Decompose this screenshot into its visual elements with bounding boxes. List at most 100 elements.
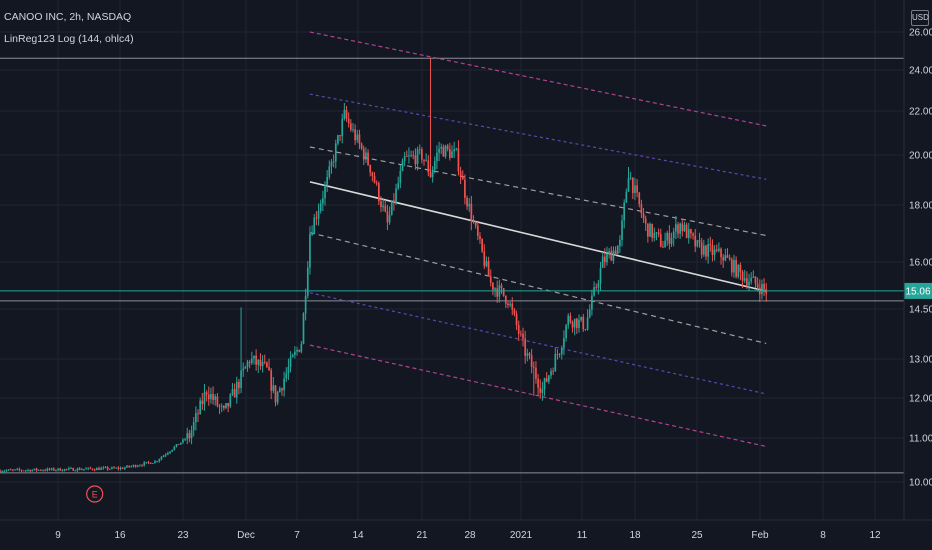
- candle-body: [612, 250, 615, 261]
- currency-badge[interactable]: USD: [911, 10, 929, 26]
- candle-body: [80, 469, 83, 471]
- candle-body: [287, 366, 290, 374]
- candle-body: [339, 135, 341, 137]
- candle-body: [408, 155, 410, 157]
- candle-body: [248, 361, 251, 363]
- time-axis-label: 16: [114, 530, 126, 541]
- candle-body: [278, 388, 281, 393]
- candle-body: [341, 118, 344, 137]
- candle-body: [724, 255, 727, 261]
- candle-body: [461, 176, 464, 180]
- candle-body: [322, 198, 324, 204]
- candle-body: [728, 257, 731, 260]
- candle-body: [259, 359, 262, 367]
- candle-body: [748, 281, 750, 286]
- candle-body: [156, 461, 158, 462]
- candle-body: [309, 234, 311, 268]
- candle-body: [474, 222, 477, 226]
- time-axis-label: 14: [352, 530, 364, 541]
- candle-body: [634, 185, 636, 194]
- candle-body: [702, 245, 705, 255]
- candle-body: [629, 177, 632, 179]
- candle-body: [401, 160, 404, 172]
- candle-body: [304, 295, 307, 314]
- candle-body: [328, 166, 331, 178]
- candle-body: [61, 470, 64, 472]
- candle-body: [750, 277, 753, 282]
- candle-body: [352, 129, 354, 131]
- candle-body: [580, 317, 582, 320]
- candle-body: [121, 467, 124, 469]
- candle-body: [343, 109, 346, 119]
- candle-body: [520, 333, 522, 335]
- candle-body: [631, 177, 634, 194]
- time-axis-label: Feb: [751, 530, 769, 541]
- candle-body: [528, 353, 531, 356]
- candle-body: [623, 202, 626, 221]
- candle-body: [647, 223, 649, 237]
- candle-body: [530, 355, 533, 367]
- candle-body: [136, 465, 139, 467]
- time-axis-label: 7: [294, 530, 300, 541]
- candle-body: [560, 347, 563, 354]
- candle-body: [24, 470, 27, 472]
- candle-body: [550, 370, 552, 376]
- candle-body: [31, 469, 34, 472]
- last-price-badge: [904, 282, 932, 299]
- earnings-marker[interactable]: E: [86, 485, 104, 503]
- candle-body: [649, 223, 651, 237]
- candle-body: [164, 454, 167, 456]
- candle-body: [220, 405, 223, 407]
- candle-body: [548, 375, 550, 382]
- candle-body: [33, 468, 36, 470]
- candle-body: [330, 161, 333, 167]
- candle-body: [298, 349, 301, 352]
- candle-body: [464, 179, 466, 198]
- candle-body: [132, 465, 135, 467]
- candle-body: [18, 469, 21, 471]
- candle-body: [349, 123, 352, 130]
- candle-body: [20, 470, 23, 471]
- time-axis-label: 12: [869, 530, 881, 541]
- candle-body: [711, 245, 714, 255]
- candle-body: [524, 338, 527, 356]
- candle-body: [347, 118, 350, 124]
- indicator-legend[interactable]: LinReg123 Log (144, ohlc4): [4, 33, 134, 45]
- candle-body: [423, 159, 425, 161]
- candle-body: [522, 333, 524, 339]
- candle-body: [698, 240, 701, 243]
- candle-body: [93, 469, 96, 471]
- candle-body: [360, 143, 363, 149]
- candle-body: [483, 251, 486, 267]
- candle-body: [147, 461, 150, 463]
- candle-body: [481, 239, 483, 252]
- candle-body: [52, 468, 55, 471]
- candle-body: [606, 253, 608, 263]
- candle-body: [718, 248, 720, 251]
- candle-body: [285, 373, 288, 379]
- candle-body: [455, 148, 458, 150]
- candle-body: [334, 143, 337, 162]
- candle-body: [657, 232, 660, 235]
- candle-body: [12, 469, 14, 471]
- price-axis-label: 11.00: [909, 434, 932, 445]
- candle-body: [552, 370, 555, 372]
- candle-body: [664, 240, 666, 248]
- candle-body: [76, 468, 79, 471]
- price-axis[interactable]: 10.00 11.00 12.00 13.00 14.50 16.00 18.00 20.00…: [909, 28, 932, 489]
- earnings-circle: [86, 485, 104, 503]
- candle-body: [722, 257, 725, 261]
- time-axis[interactable]: 9 16 23 Dec 7 14 21 28 2021 11 18 25 Feb 8 12: [55, 530, 881, 541]
- candle-body: [388, 214, 391, 223]
- candle-body: [421, 149, 423, 160]
- candle-body: [100, 468, 103, 470]
- candle-body: [672, 231, 675, 238]
- candle-body: [319, 203, 322, 211]
- candle-body: [16, 469, 19, 470]
- symbol-legend[interactable]: CANOO INC, 2h, NASDAQ: [4, 11, 132, 23]
- candle-body: [14, 469, 16, 471]
- candle-body: [386, 211, 389, 223]
- candle-body: [184, 439, 186, 441]
- candle-body: [207, 394, 210, 400]
